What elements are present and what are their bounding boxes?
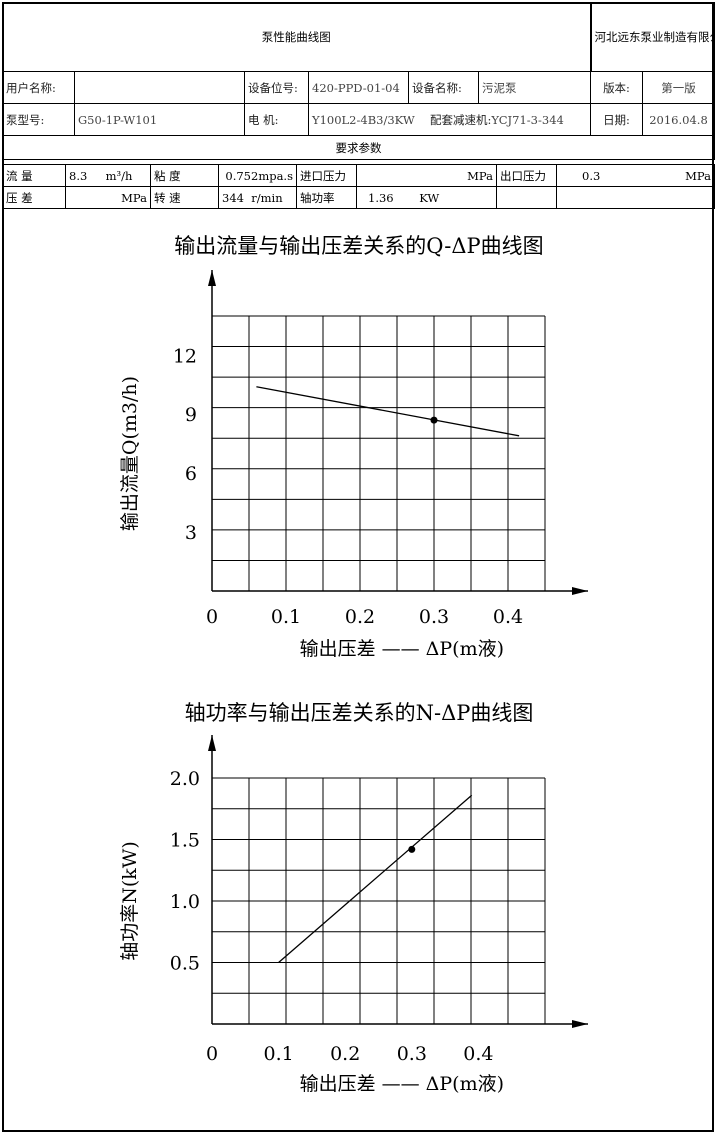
x-tick-label: 0.4	[463, 1043, 493, 1065]
pump-model-label: 泵型号:	[2, 103, 75, 136]
speed-value: 344	[222, 190, 244, 205]
inlet-pressure-unit: MPa	[356, 164, 497, 187]
x-tick-label: 0.2	[345, 606, 375, 628]
speed-label: 转 速	[150, 186, 219, 209]
x-axis-label: 输出压差 —— ΔP(m液)	[300, 1073, 504, 1095]
chart-2-title: 轴功率与输出压差关系的N-ΔP曲线图	[184, 701, 534, 725]
y-axis-label: 输出流量Q(m3/h)	[119, 376, 141, 531]
pressure-diff-unit: MPa	[65, 186, 151, 209]
shaft-power-label: 轴功率	[296, 186, 357, 209]
x-tick-label: 0.3	[419, 606, 449, 628]
series-line	[256, 386, 520, 437]
inlet-pressure-label: 进口压力	[296, 164, 357, 187]
flow-value: 8.3	[69, 168, 88, 183]
x-tick-label: 0	[206, 1043, 218, 1065]
reducer-label: 配套减速机:	[429, 112, 492, 127]
chart-1-title: 输出流量与输出压差关系的Q-ΔP曲线图	[174, 234, 544, 258]
y-tick-label: 1.5	[170, 830, 200, 852]
chart-2-ndp: 0 0.1 0.2 0.3 0.4 0.5 1.0 1.5 2.0 输出压差 —— ΔP(m液) 轴…	[119, 735, 588, 1095]
y-axis-arrow	[208, 735, 216, 751]
y-tick-label: 3	[185, 522, 197, 544]
flow-cell: 8.3 m³/h	[65, 164, 151, 187]
x-tick-label: 0.1	[263, 1043, 293, 1065]
user-name-label: 用户名称:	[2, 71, 75, 104]
y-tick-label: 12	[173, 345, 197, 367]
x-tick-label: 0.2	[330, 1043, 360, 1065]
viscosity-value: 0.752mpa.s	[218, 164, 297, 187]
outlet-pressure-cell: 0.3 MPa	[556, 164, 715, 187]
reducer-value: YCJ71-3-344	[491, 112, 564, 127]
shaft-power-cell: 1.36 KW	[356, 186, 497, 209]
x-tick-label: 0.1	[271, 606, 301, 628]
date-value: 2016.04.8	[642, 103, 715, 136]
flow-unit: m³/h	[105, 168, 133, 183]
x-axis-arrow	[572, 587, 588, 595]
version-label: 版本:	[590, 71, 643, 104]
flow-label: 流 量	[2, 164, 66, 187]
chart-1-qdp: 0 0.1 0.2 0.3 0.4 3 6 9 12 输出压差 —— ΔP(m液) 输出流量Q(m3…	[119, 270, 588, 660]
device-name-value: 污泥泵	[478, 71, 591, 104]
motor-reducer-cell: Y100L2-4B3/3KW 配套减速机:YCJ71-3-344	[308, 103, 591, 136]
operating-point-marker	[430, 416, 438, 424]
pump-model-value: G50-1P-W101	[74, 103, 245, 136]
x-axis-label: 输出压差 —— ΔP(m液)	[300, 638, 504, 660]
speed-cell: 344 r/min	[218, 186, 297, 209]
device-name-label: 设备名称:	[408, 71, 479, 104]
y-tick-label: 1.0	[170, 891, 200, 913]
position-label: 设备位号:	[244, 71, 309, 104]
series-line	[278, 794, 473, 963]
x-axis-arrow	[572, 1020, 588, 1028]
outlet-pressure-value: 0.3	[582, 168, 601, 183]
shaft-power-value: 1.36	[368, 190, 394, 205]
requirements-heading: 要求参数	[2, 135, 715, 160]
viscosity-label: 粘 度	[150, 164, 219, 187]
version-value: 第一版	[642, 71, 715, 104]
y-tick-label: 2.0	[170, 768, 200, 790]
speed-unit: r/min	[251, 190, 283, 205]
y-axis-label: 轴功率N(kW)	[119, 841, 141, 961]
date-label: 日期:	[590, 103, 643, 136]
y-axis-arrow	[208, 270, 216, 286]
user-name-value	[74, 71, 245, 104]
header-table: 泵性能曲线图 河北远东泵业制造有限公司 用户名称: 设备位号: 420-PPD-…	[2, 2, 715, 160]
pressure-diff-label: 压 差	[2, 186, 66, 209]
outlet-pressure-label: 出口压力	[496, 164, 557, 187]
x-tick-label: 0.4	[493, 606, 523, 628]
page-title: 泵性能曲线图	[2, 2, 592, 72]
x-tick-label: 0	[206, 606, 218, 628]
company-name: 河北远东泵业制造有限公司	[590, 2, 715, 72]
y-tick-label: 9	[185, 404, 197, 426]
empty-cell-2	[556, 186, 715, 209]
shaft-power-unit: KW	[419, 190, 440, 205]
empty-cell-1	[496, 186, 557, 209]
params-table: 流 量 8.3 m³/h 粘 度 0.752mpa.s 进口压力 MPa 出口压…	[2, 164, 715, 209]
position-value: 420-PPD-01-04	[308, 71, 409, 104]
operating-point-marker	[408, 845, 416, 853]
y-tick-label: 0.5	[170, 953, 200, 975]
y-tick-label: 6	[185, 463, 197, 485]
motor-value: Y100L2-4B3/3KW	[312, 112, 415, 127]
outlet-pressure-unit: MPa	[685, 168, 711, 183]
x-tick-label: 0.3	[397, 1043, 427, 1065]
motor-label: 电 机:	[244, 103, 309, 136]
